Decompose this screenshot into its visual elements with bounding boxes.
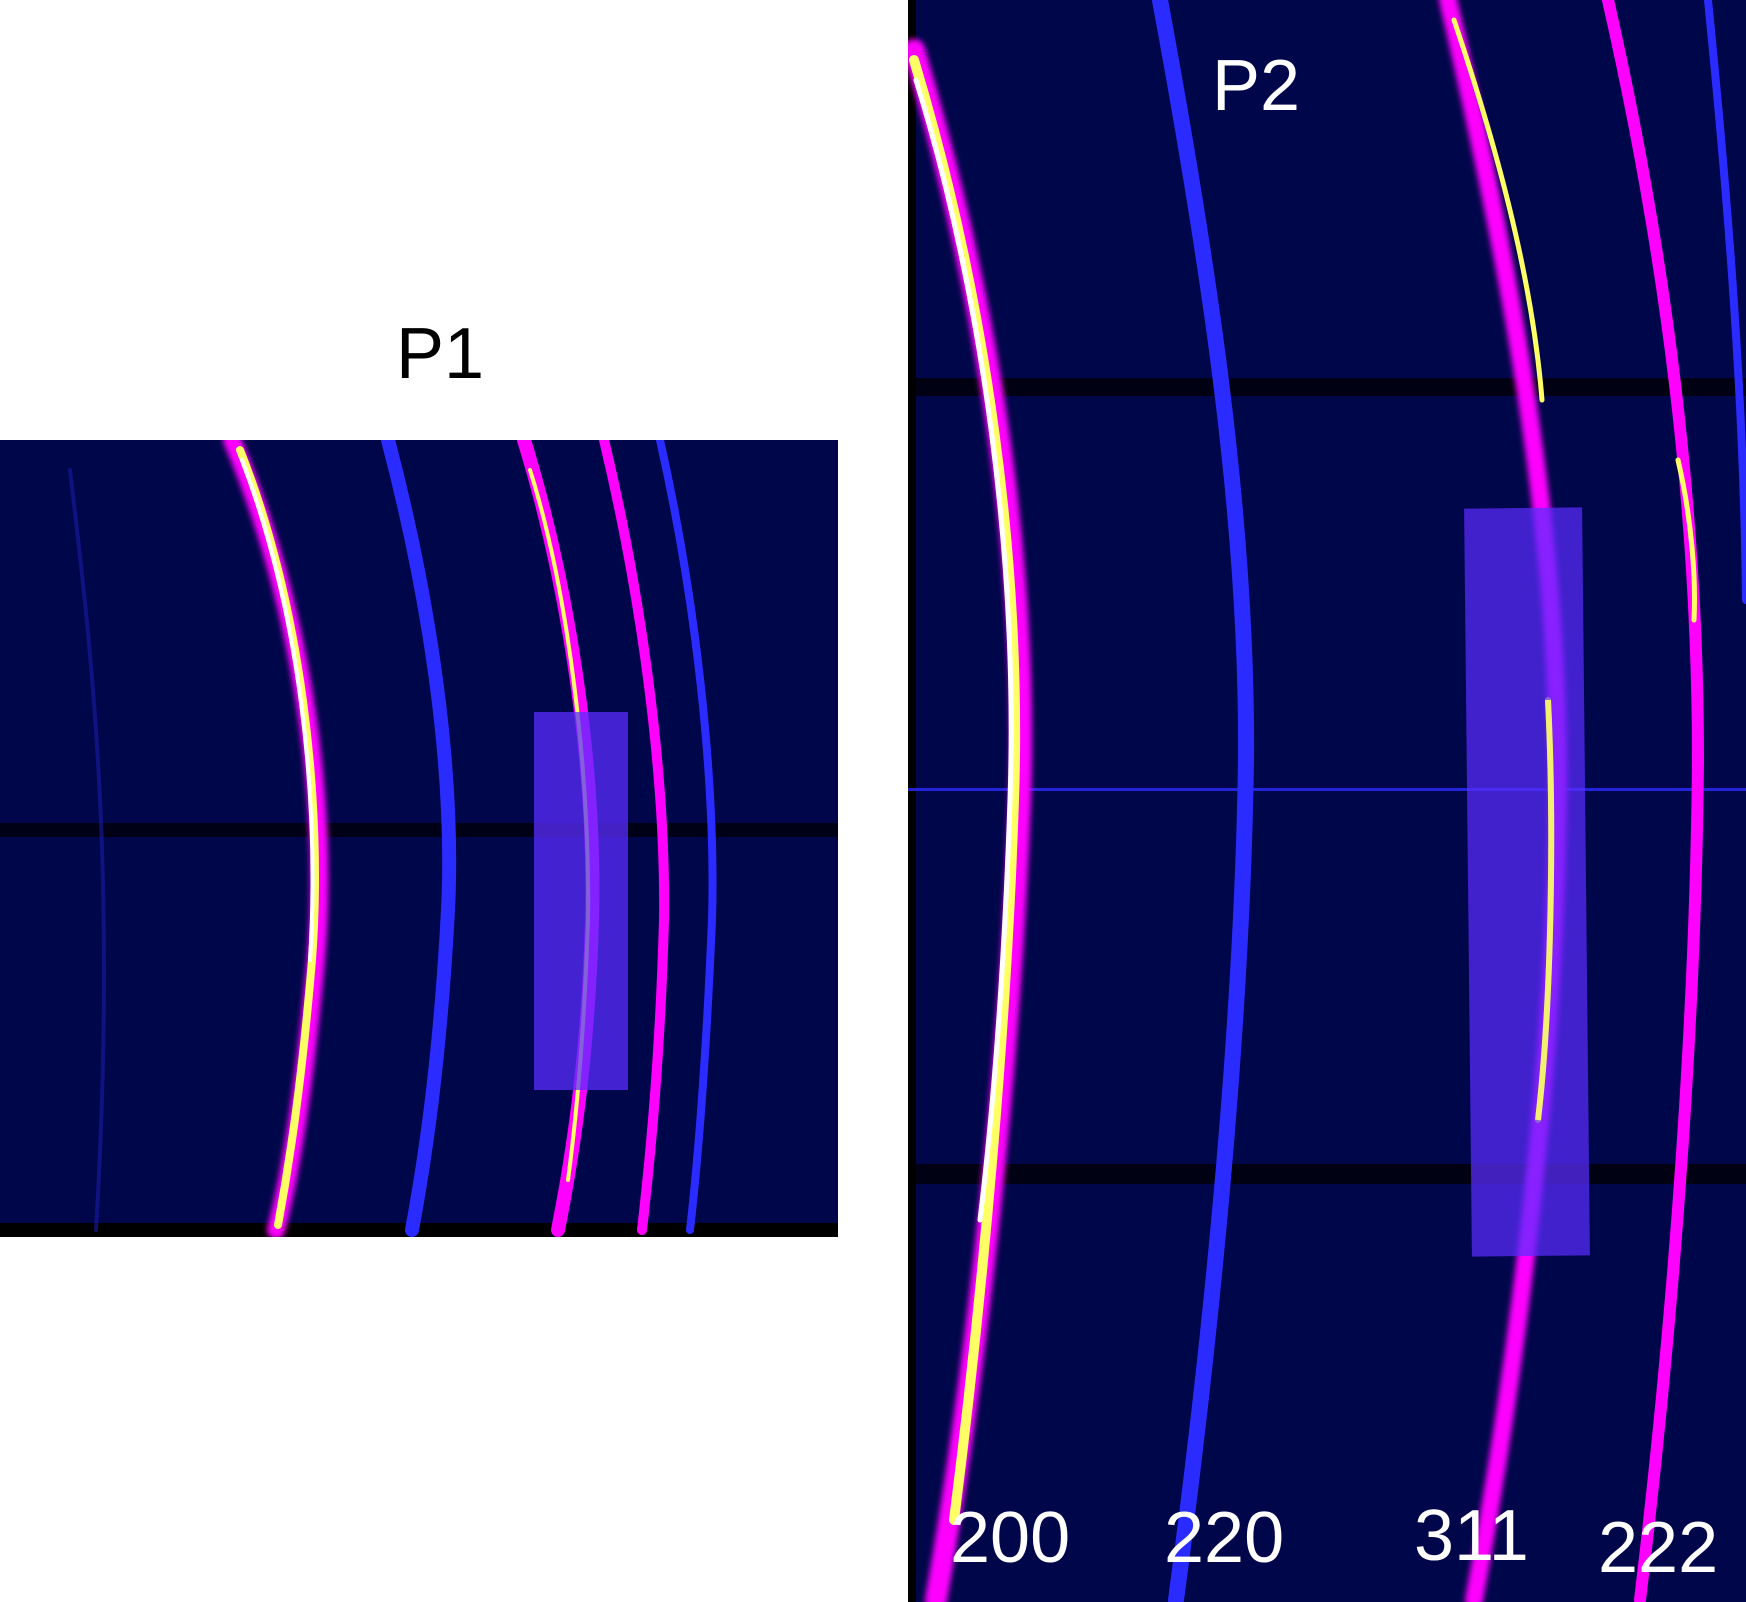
p2-beam-shadow-bottom (908, 1164, 1746, 1184)
p2-background (908, 0, 1746, 1602)
reflection-label-311: 311 (1414, 1496, 1529, 1576)
diffraction-image-p1 (0, 440, 838, 1237)
p2-ring-220 (1152, 0, 1255, 1602)
reflection-label-200: 200 (950, 1498, 1071, 1578)
p1-beam-shadow (0, 823, 838, 837)
reflection-label-220: 220 (1164, 1498, 1285, 1578)
p1-ring-outer (656, 440, 717, 1234)
p1-ring-220 (381, 440, 457, 1237)
p1-highlight-box (534, 712, 628, 1090)
p2-ring-222 (1602, 0, 1705, 1602)
diffraction-image-p2 (908, 0, 1746, 1602)
p2-center-line (908, 788, 1746, 791)
p2-beam-shadow-top (908, 378, 1746, 396)
p2-ring-200-core (913, 77, 1014, 1223)
panel-p2-title: P2 (1212, 46, 1301, 126)
p1-ring-222 (599, 440, 670, 1235)
reflection-label-222: 222 (1598, 1508, 1719, 1588)
p2-highlight-box (1464, 507, 1590, 1257)
p1-ring-faint (68, 468, 107, 1232)
panel-p1-title: P1 (396, 314, 485, 394)
p2-ring-outer (1704, 0, 1746, 604)
